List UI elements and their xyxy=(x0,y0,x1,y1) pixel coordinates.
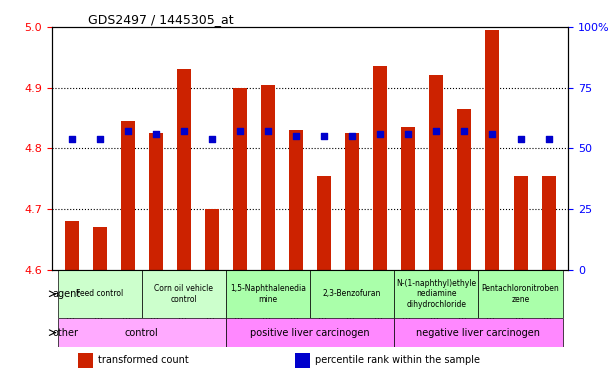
Bar xyxy=(233,88,247,270)
Bar xyxy=(148,133,163,270)
Point xyxy=(263,128,273,134)
Point xyxy=(67,136,76,142)
FancyBboxPatch shape xyxy=(478,270,563,318)
Bar xyxy=(121,121,134,270)
Bar xyxy=(317,175,331,270)
Bar xyxy=(513,175,527,270)
Bar xyxy=(373,66,387,270)
FancyBboxPatch shape xyxy=(226,318,394,347)
FancyBboxPatch shape xyxy=(57,270,142,318)
Text: Feed control: Feed control xyxy=(76,289,123,298)
Point xyxy=(459,128,469,134)
Bar xyxy=(177,70,191,270)
FancyBboxPatch shape xyxy=(57,318,226,347)
FancyBboxPatch shape xyxy=(142,270,226,318)
Point xyxy=(291,133,301,139)
FancyBboxPatch shape xyxy=(394,318,563,347)
Point xyxy=(488,131,497,137)
Bar xyxy=(78,353,93,367)
Point xyxy=(151,131,161,137)
Text: 1,5-Naphthalenedia
mine: 1,5-Naphthalenedia mine xyxy=(230,284,306,303)
Point xyxy=(431,128,441,134)
Point xyxy=(544,136,554,142)
Bar xyxy=(289,130,303,270)
FancyBboxPatch shape xyxy=(226,270,310,318)
FancyBboxPatch shape xyxy=(310,270,394,318)
Bar xyxy=(65,221,79,270)
Bar xyxy=(93,227,107,270)
Point xyxy=(95,136,104,142)
Bar xyxy=(486,30,499,270)
Bar xyxy=(541,175,555,270)
Text: percentile rank within the sample: percentile rank within the sample xyxy=(315,355,480,365)
Text: control: control xyxy=(125,328,159,338)
Text: positive liver carcinogen: positive liver carcinogen xyxy=(251,328,370,338)
Bar xyxy=(458,109,472,270)
Bar xyxy=(261,84,275,270)
Bar xyxy=(401,127,415,270)
Bar xyxy=(430,75,444,270)
Point xyxy=(319,133,329,139)
Point xyxy=(347,133,357,139)
Point xyxy=(235,128,245,134)
Point xyxy=(516,136,525,142)
Point xyxy=(403,131,413,137)
Text: GDS2497 / 1445305_at: GDS2497 / 1445305_at xyxy=(88,13,233,26)
FancyBboxPatch shape xyxy=(394,270,478,318)
Text: transformed count: transformed count xyxy=(98,355,189,365)
Text: 2,3-Benzofuran: 2,3-Benzofuran xyxy=(323,289,381,298)
Bar xyxy=(345,133,359,270)
Text: Pentachloronitroben
zene: Pentachloronitroben zene xyxy=(481,284,560,303)
Bar xyxy=(205,209,219,270)
Text: negative liver carcinogen: negative liver carcinogen xyxy=(417,328,541,338)
Point xyxy=(207,136,217,142)
Bar xyxy=(295,353,310,367)
Text: agent: agent xyxy=(53,289,81,299)
Point xyxy=(179,128,189,134)
Point xyxy=(375,131,385,137)
Text: other: other xyxy=(53,328,78,338)
Point xyxy=(123,128,133,134)
Text: Corn oil vehicle
control: Corn oil vehicle control xyxy=(155,284,213,303)
Text: N-(1-naphthyl)ethyle
nediamine
dihydrochloride: N-(1-naphthyl)ethyle nediamine dihydroch… xyxy=(397,279,477,309)
